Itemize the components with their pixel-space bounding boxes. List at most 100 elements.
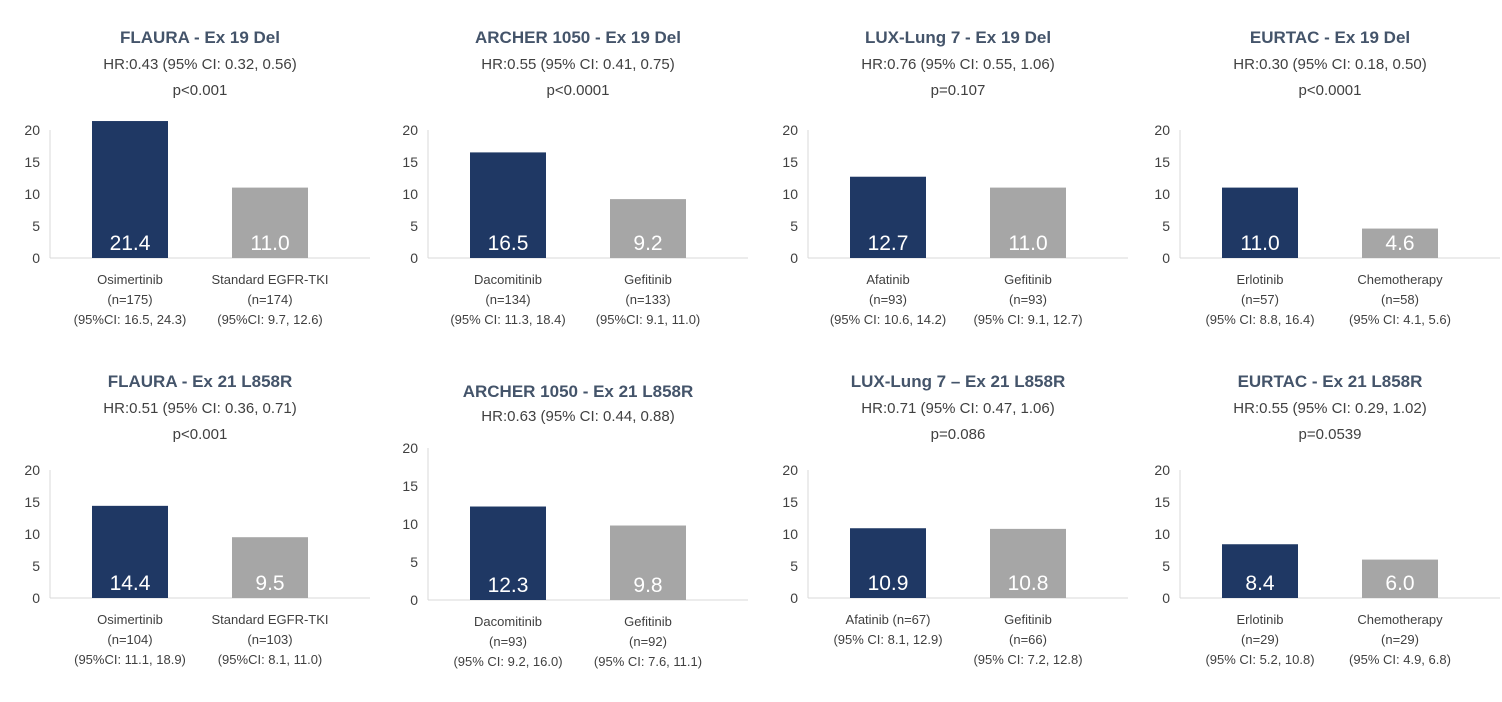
y-tick-label: 0 (32, 590, 40, 606)
bar-plot: 0 5 10 15 20 21.4 11.0 (24, 121, 370, 266)
bar-value-label: 11.0 (1008, 232, 1047, 255)
bar-value-label: 10.8 (1008, 572, 1049, 595)
bar-control (1362, 228, 1438, 258)
chart-title: FLAURA - Ex 19 Del (120, 28, 280, 47)
y-tick-label: 15 (24, 494, 40, 510)
p-value: p<0.001 (172, 426, 228, 443)
p-value: p=0.0539 (1298, 426, 1362, 443)
category-ci: (95% CI: 4.9, 6.8) (1349, 652, 1451, 667)
chart-panel-2: ARCHER 1050 - Ex 19 Del HR:0.55 (95% CI: … (398, 28, 758, 358)
hazard-ratio: HR:0.43 (95% CI: 0.32, 0.56) (103, 56, 297, 73)
category-ci: (95% CI: 9.2, 16.0) (453, 654, 563, 669)
y-tick-label: 0 (790, 590, 798, 606)
category-n: (n=29) (1241, 632, 1279, 647)
y-tick-label: 15 (1154, 154, 1170, 170)
category-ci: (95%CI: 9.7, 12.6) (217, 312, 323, 327)
category-ci: (95% CI: 11.3, 18.4) (450, 312, 566, 327)
category-ci: (95%CI: 11.1, 18.9) (74, 652, 186, 667)
chart-title: LUX-Lung 7 – Ex 21 L858R (850, 372, 1066, 391)
category-name: Gefitinib (1004, 612, 1052, 627)
y-tick-label: 0 (32, 250, 40, 266)
y-tick-label: 0 (410, 250, 418, 266)
y-tick-label: 15 (402, 154, 418, 170)
category-ci: (95%CI: 8.1, 11.0) (217, 652, 323, 667)
category-label: Osimertinib (n=104) (95%CI: 11.1, 18.9) (55, 610, 205, 670)
bar-plot: 0 5 10 15 20 11.0 4.6 (1154, 122, 1500, 266)
bar-value-label: 11.0 (1240, 232, 1279, 255)
p-value: p<0.001 (172, 82, 228, 99)
bar-plot: 0 5 10 15 20 12.3 9.8 (402, 440, 748, 608)
p-value: p<0.0001 (546, 82, 610, 99)
category-n: (n=134) (485, 292, 531, 307)
category-name: Gefitinib (1004, 272, 1052, 287)
y-tick-label: 15 (24, 154, 40, 170)
category-name: Afatinib (866, 272, 910, 287)
chart-panel-5: FLAURA - Ex 21 L858R HR:0.51 (95% CI: 0.3… (20, 372, 380, 702)
category-label: Standard EGFR-TKI (n=174) (95%CI: 9.7, 12.… (195, 270, 345, 330)
category-name: Afatinib (n=67) (845, 612, 931, 627)
category-ci: (95% CI: 5.2, 10.8) (1205, 652, 1315, 667)
y-tick-label: 0 (1162, 590, 1170, 606)
category-label: Dacomitinib (n=134) (95% CI: 11.3, 18.4) (433, 270, 583, 330)
category-n: (n=93) (489, 634, 527, 649)
y-tick-label: 20 (24, 122, 40, 138)
y-tick-label: 15 (1154, 494, 1170, 510)
hazard-ratio: HR:0.71 (95% CI: 0.47, 1.06) (861, 400, 1055, 417)
hazard-ratio: HR:0.55 (95% CI: 0.41, 0.75) (481, 56, 675, 73)
p-value: p=0.086 (930, 426, 986, 443)
hazard-ratio: HR:0.76 (95% CI: 0.55, 1.06) (861, 56, 1055, 73)
chart-panel-8: EURTAC - Ex 21 L858R HR:0.55 (95% CI: 0.2… (1150, 372, 1502, 702)
category-name: Erlotinib (1236, 612, 1284, 627)
bar-value-label: 9.5 (255, 572, 284, 595)
hazard-ratio: HR:0.51 (95% CI: 0.36, 0.71) (103, 400, 297, 417)
category-ci: (95%CI: 16.5, 24.3) (73, 312, 187, 327)
category-n: (n=57) (1241, 292, 1279, 307)
category-label: Chemotherapy (n=58) (95% CI: 4.1, 5.6) (1325, 270, 1475, 330)
chart-panel-1: FLAURA - Ex 19 Del HR:0.43 (95% CI: 0.32,… (20, 28, 380, 358)
hazard-ratio: HR:0.55 (95% CI: 0.29, 1.02) (1233, 400, 1427, 417)
category-n: (n=103) (247, 632, 293, 647)
bar-experimental (92, 505, 168, 598)
category-label: Osimertinib (n=175) (95%CI: 16.5, 24.3) (55, 270, 205, 330)
chart-panel-7: LUX-Lung 7 – Ex 21 L858R HR:0.71 (95% CI:… (778, 372, 1138, 702)
category-label: Chemotherapy (n=29) (95% CI: 4.9, 6.8) (1325, 610, 1475, 670)
category-ci: (95% CI: 8.8, 16.4) (1205, 312, 1315, 327)
bar-value-label: 9.8 (633, 574, 662, 597)
y-tick-label: 5 (32, 558, 40, 574)
y-tick-label: 20 (782, 122, 798, 138)
category-n: (n=93) (1009, 292, 1047, 307)
category-name: Gefitinib (624, 614, 672, 629)
chart-title: EURTAC - Ex 19 Del (1249, 28, 1411, 47)
y-tick-label: 20 (402, 440, 418, 456)
category-label: Gefitinib (n=133) (95%CI: 9.1, 11.0) (573, 270, 723, 330)
category-n: (n=93) (869, 292, 907, 307)
y-tick-label: 10 (782, 186, 798, 202)
bar-experimental (470, 506, 546, 600)
bar-control (232, 537, 308, 598)
category-n: (n=174) (247, 292, 293, 307)
p-value: p=0.107 (930, 82, 986, 99)
bar-value-label: 14.4 (110, 572, 151, 595)
chart-panel-6: ARCHER 1050 - Ex 21 L858R HR:0.63 (95% CI… (398, 372, 758, 702)
category-label: Standard EGFR-TKI (n=103) (95%CI: 8.1, 11.… (195, 610, 345, 670)
category-name: Chemotherapy (1357, 612, 1443, 627)
y-tick-label: 5 (32, 218, 40, 234)
chart-title: EURTAC - Ex 21 L858R (1237, 372, 1423, 391)
chart-title: LUX-Lung 7 - Ex 19 Del (864, 28, 1052, 47)
chart-title: ARCHER 1050 - Ex 19 Del (475, 28, 681, 47)
bar-experimental (470, 152, 546, 258)
bar-value-label: 4.6 (1385, 232, 1414, 255)
bar-value-label: 10.9 (868, 572, 909, 595)
bar-plot: 0 5 10 15 20 14.4 9.5 (24, 462, 370, 606)
y-tick-label: 5 (790, 218, 798, 234)
category-label: Gefitinib (n=66) (95% CI: 7.2, 12.8) (953, 610, 1103, 670)
category-name: Dacomitinib (474, 272, 542, 287)
category-name: Dacomitinib (474, 614, 542, 629)
bar-value-label: 16.5 (488, 232, 529, 255)
bar-control (1362, 559, 1438, 598)
bar-control (610, 199, 686, 258)
bar-experimental (850, 176, 926, 258)
category-label: Erlotinib (n=57) (95% CI: 8.8, 16.4) (1185, 270, 1335, 330)
bar-value-label: 8.4 (1245, 572, 1275, 595)
category-ci: (95% CI: 8.1, 12.9) (833, 632, 943, 647)
